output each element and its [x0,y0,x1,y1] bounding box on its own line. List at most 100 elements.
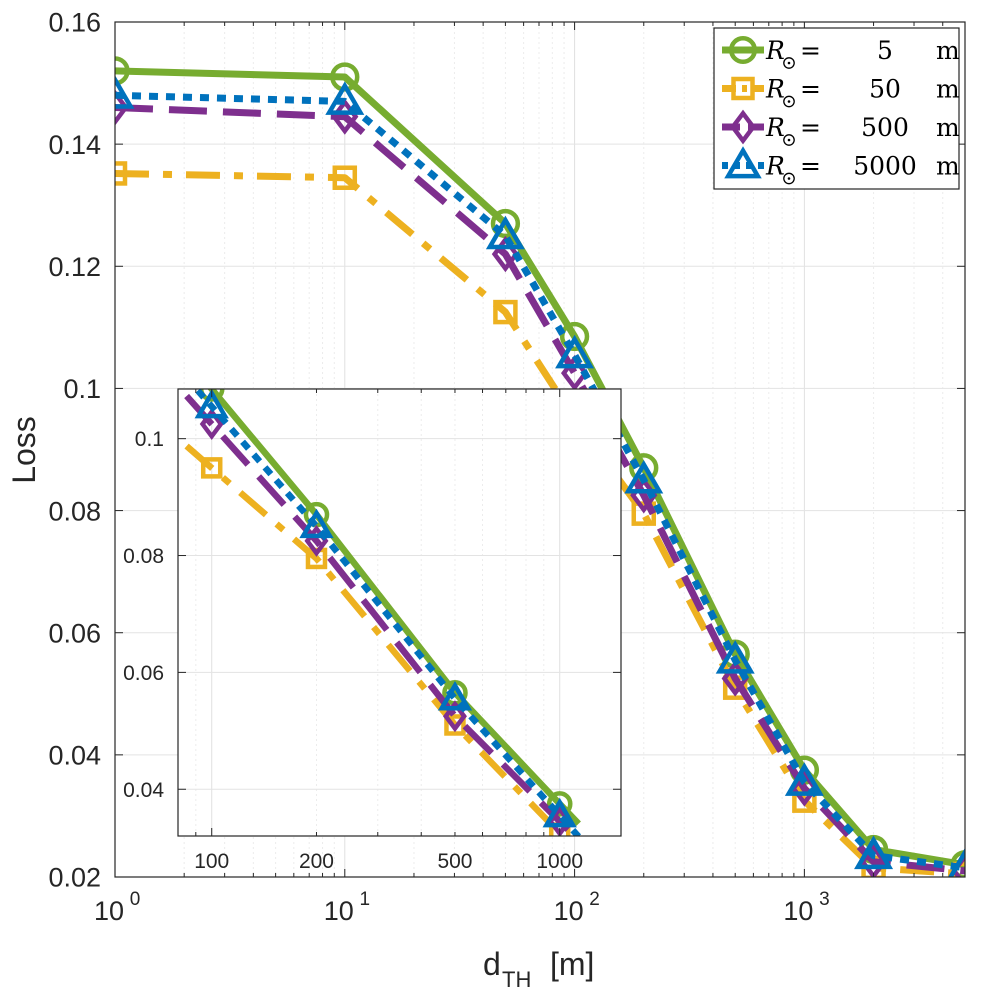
main-y-tick-label: 0.04 [48,741,101,771]
inset-y-tick-label: 0.06 [123,662,164,685]
marker-square-s1-p0 [200,457,223,479]
inset-y-tick-label: 0.08 [123,545,164,568]
legend-symbol-r: R [765,36,785,65]
sun-symbol-icon [783,172,795,185]
marker-diamond-s2-p6 [790,770,818,807]
inset-axes-box [177,388,622,837]
inset-series-line-1 [184,443,568,836]
marker-triangle-s3-p1 [325,81,365,115]
main-y-tick-label: 0.14 [48,130,101,160]
sun-symbol-dot [787,61,791,65]
marker-diamond-s2-p0 [115,89,129,126]
marker-square-s1-p4 [631,501,657,526]
marker-square-s1-p2 [493,299,518,325]
sun-symbol-ring [783,134,795,146]
marker-diamond-s2-p3 [560,355,589,392]
y-axis-title: Loss [6,416,42,484]
legend-equals: = [800,152,821,181]
marker-triangle-s3-p0 [194,389,229,419]
marker-square-s1-p0 [115,161,128,186]
marker-triangle-s3-p4 [624,459,664,494]
x-tick-exponent: 0 [130,889,141,910]
main-x-tick-label: 10 0 [94,889,140,926]
legend-unit: m [936,113,960,142]
x-tick-base: 10 [554,896,584,926]
main-series-group [115,56,965,877]
marker-circle-s0-p3 [546,791,573,817]
marker-circle-s0-p0 [198,389,225,402]
x-axis-title-main: d [483,946,501,982]
legend-symbol-r: R [765,75,785,104]
sun-symbol-ring [783,57,795,69]
marker-circle-s0-p0 [115,56,130,86]
legend-value: 5 [877,36,893,65]
x-tick-base: 10 [94,896,124,926]
main-y-tick-label: 0.12 [48,252,101,282]
inset-chart: 0.04 0.06 0.08 0.1 100 200 500 1000 [123,388,622,873]
main-axes-box [114,21,966,878]
x-tick-base: 10 [783,896,813,926]
legend-value: 50 [869,75,901,104]
sun-symbol-dot [787,138,791,142]
inset-x-tick-label: 1000 [536,850,583,873]
main-y-tick-label: 0.02 [48,863,101,893]
marker-diamond-s2-p2 [491,235,520,273]
main-x-tick-label: 10 3 [783,889,829,926]
marker-triangle-s3-p7 [854,835,894,870]
legend-unit: m [936,36,960,65]
inset-x-tick-label: 200 [299,850,334,873]
marker-triangle-s3-plegend [724,146,762,179]
legend-item-3: R = 5000 m [722,146,960,185]
marker-circle-s0-p3 [559,321,590,352]
x-tick-exponent: 1 [360,889,371,910]
marker-triangle-s3-p3 [542,797,577,828]
sun-symbol-icon [783,95,795,108]
sun-symbol-ring [783,95,795,108]
marker-triangle-s3-p2 [437,680,473,711]
main-series-line-3 [115,91,965,872]
marker-triangle-s3-p1 [299,508,334,539]
x-tick-base: 10 [324,896,354,926]
legend: R = 5 m R = 50 m R = 500 m R = 5000 m [713,27,960,190]
inset-x-tick-label: 500 [437,850,472,873]
x-axis-title: d TH [m] [483,946,594,991]
marker-diamond-s2-p2 [442,700,467,733]
marker-triangle-s3-p8 [948,847,965,877]
sun-symbol-icon [783,57,795,69]
marker-square-s1-p1 [332,165,358,190]
inset-y-tick-label: 0.1 [135,428,164,451]
marker-triangle-s3-p5 [715,640,755,674]
legend-unit: m [936,152,960,181]
sun-symbol-ring [783,172,795,185]
inset-x-tick-label: 100 [194,850,229,873]
x-axis-title-unit: [m] [550,946,594,982]
marker-diamond-s2-p0 [199,408,224,441]
main-y-tick-label: 0.08 [48,496,101,526]
marker-square-s1-plegend [731,76,755,101]
legend-equals: = [800,113,821,142]
inset-series-line-3 [192,389,582,836]
legend-item-0: R = 5 m [722,35,960,69]
main-y-tick-label: 0.06 [48,618,101,648]
main-x-tick-label: 10 1 [324,889,370,926]
marker-triangle-s3-p2 [485,215,525,250]
sun-symbol-dot [787,100,791,103]
legend-equals: = [800,36,821,65]
inset-y-tick-label: 0.04 [123,779,164,802]
legend-symbol-r: R [765,113,785,142]
main-y-tick-label: 0.1 [63,374,101,404]
main-y-tick-label: 0.16 [48,8,101,38]
sun-symbol-icon [783,134,795,146]
legend-value: 5000 [853,152,917,181]
legend-symbol-r: R [765,152,785,181]
x-tick-exponent: 3 [819,889,830,910]
legend-unit: m [936,75,960,104]
marker-triangle-s3-p6 [784,762,824,796]
marker-diamond-s2-plegend [729,109,757,145]
marker-triangle-s3-p3 [555,334,595,369]
inset-series-group [184,389,582,836]
main-series-line-1 [115,170,965,877]
marker-circle-s0-plegend [728,35,758,65]
inset-axes: 0.04 0.06 0.08 0.1 100 200 500 1000 [123,388,622,873]
